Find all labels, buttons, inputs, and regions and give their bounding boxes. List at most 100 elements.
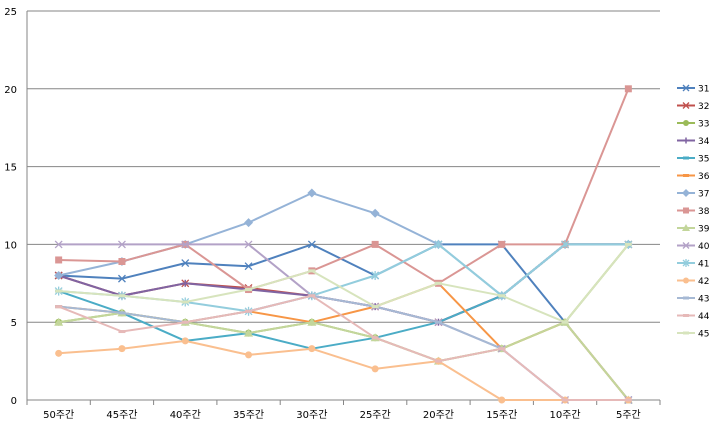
series-line: [58, 311, 630, 401]
data-point-marker: [498, 347, 506, 351]
legend-item-43: 43: [677, 295, 709, 305]
data-point-marker: [683, 277, 689, 284]
data-point-marker: [371, 365, 379, 373]
data-point-marker: [371, 240, 379, 248]
data-point-marker: [117, 240, 126, 249]
data-point-marker: [308, 269, 316, 273]
legend-item-35: 35: [677, 155, 709, 165]
x-tick-label: 15주간: [486, 409, 517, 421]
data-point-marker: [498, 294, 506, 298]
data-point-marker: [118, 258, 126, 266]
series-42: [55, 337, 632, 404]
legend-item-41: 41: [677, 259, 709, 270]
legend-item-36: 36: [677, 172, 710, 182]
legend-label: 42: [698, 277, 709, 287]
y-tick-label: 20: [4, 85, 17, 96]
data-point-marker: [181, 337, 189, 345]
x-tick-label: 25주간: [360, 409, 391, 421]
data-point-marker: [498, 396, 506, 404]
data-point-marker: [181, 279, 189, 287]
data-point-marker: [624, 85, 632, 93]
data-point-marker: [55, 349, 63, 357]
legend-label: 38: [698, 207, 710, 217]
data-point-marker: [54, 240, 63, 249]
y-tick-label: 25: [4, 7, 17, 18]
legend-item-33: 33: [677, 120, 709, 130]
data-point-marker: [624, 242, 632, 246]
data-point-marker: [434, 359, 442, 363]
legend-label: 41: [698, 260, 709, 270]
series-lines: [54, 85, 633, 404]
data-point-marker: [181, 240, 190, 249]
data-point-marker: [371, 336, 379, 340]
data-point-marker: [118, 330, 126, 334]
data-point-marker: [245, 309, 253, 313]
series-line: [58, 294, 629, 401]
data-point-marker: [245, 288, 253, 292]
legend-item-31: 31: [677, 85, 709, 95]
x-tick-label: 40주간: [170, 409, 201, 421]
legend-item-37: 37: [677, 189, 709, 200]
legend-label: 45: [698, 330, 709, 340]
data-point-marker: [561, 398, 569, 402]
x-tick-label: 35주간: [233, 409, 264, 421]
y-tick-label: 0: [11, 396, 17, 407]
data-point-marker: [307, 240, 316, 249]
data-point-marker: [683, 137, 689, 144]
legend-label: 37: [698, 190, 709, 200]
series-line: [58, 243, 630, 401]
legend-item-42: 42: [677, 277, 709, 287]
series-line: [58, 294, 629, 401]
data-point-marker: [434, 239, 443, 249]
data-point-marker: [55, 256, 63, 264]
data-point-marker: [682, 242, 690, 249]
legend-item-32: 32: [677, 102, 709, 112]
legend-label: 43: [698, 295, 709, 305]
data-point-marker: [434, 281, 442, 285]
series-38: [55, 85, 632, 294]
data-point-marker: [244, 262, 253, 271]
legend-label: 35: [698, 155, 709, 165]
data-point-marker: [244, 218, 254, 228]
data-point-marker: [683, 156, 689, 160]
data-point-marker: [683, 331, 689, 335]
data-point-marker: [307, 188, 317, 198]
data-point-marker: [624, 398, 632, 402]
legend-item-38: 38: [677, 207, 710, 217]
legend: 31 32 33 34 35 36 37 38 39 40 41 42 43 44 45: [677, 85, 710, 340]
data-point-marker: [682, 259, 690, 267]
x-tick-label: 45주간: [106, 409, 137, 421]
legend-label: 33: [698, 120, 709, 130]
legend-label: 39: [698, 225, 710, 235]
data-point-marker: [118, 345, 126, 353]
data-point-marker: [117, 274, 126, 283]
series-45: [55, 242, 632, 324]
legend-label: 34: [698, 137, 710, 147]
y-tick-label: 15: [4, 163, 17, 174]
data-point-marker: [118, 311, 126, 315]
x-tick-label: 5주간: [616, 409, 641, 421]
data-point-marker: [683, 296, 689, 300]
legend-item-45: 45: [677, 330, 709, 340]
data-point-marker: [54, 317, 64, 326]
data-point-marker: [245, 351, 253, 359]
data-point-marker: [683, 174, 689, 177]
series-line: [58, 243, 630, 324]
x-tick-label: 30주간: [296, 409, 327, 421]
data-point-marker: [181, 300, 189, 304]
series-44: [55, 294, 632, 402]
legend-label: 40: [698, 242, 710, 252]
y-tick-label: 5: [11, 318, 17, 329]
data-point-marker: [683, 120, 689, 126]
data-point-marker: [683, 207, 689, 214]
legend-item-40: 40: [677, 242, 710, 252]
data-point-marker: [370, 208, 380, 218]
legend-label: 44: [698, 312, 710, 322]
data-point-marker: [181, 320, 189, 324]
gridlines: [27, 10, 660, 323]
data-point-marker: [181, 259, 190, 268]
legend-item-34: 34: [677, 137, 710, 147]
series-41: [54, 239, 633, 316]
